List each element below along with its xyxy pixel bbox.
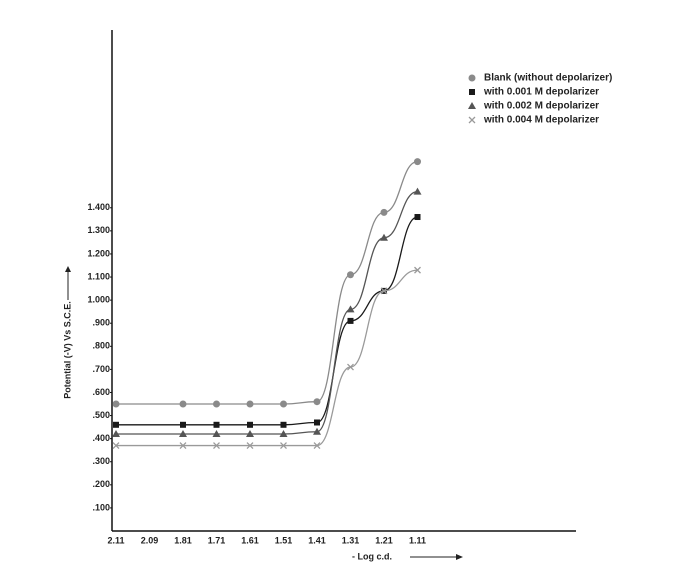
marker [246, 442, 254, 450]
legend-label: with 0.002 M depolarizer [483, 101, 599, 112]
y-axis-label: Potential (-V) Vs S.C.E. [62, 301, 72, 399]
y-tick-label: 1.300 [87, 225, 110, 235]
y-tick-label: .800 [92, 341, 110, 351]
marker [246, 430, 254, 438]
marker [280, 421, 287, 428]
marker [414, 214, 421, 221]
y-arrow-head [65, 266, 71, 272]
x-tick-label: 2.09 [141, 535, 159, 545]
x-tick-label: 1.41 [308, 535, 326, 545]
marker [113, 421, 119, 428]
y-tick-label: .900 [92, 318, 110, 328]
y-tick-label: .700 [92, 364, 110, 374]
marker [469, 89, 475, 95]
marker [246, 400, 254, 408]
x-tick-label: 2.11 [107, 535, 124, 545]
marker [247, 421, 253, 428]
x-tick-label: 1.61 [241, 535, 259, 545]
marker [414, 266, 421, 274]
marker [347, 271, 354, 279]
marker [380, 287, 388, 295]
marker [179, 430, 187, 438]
y-tick-label: .500 [92, 410, 110, 420]
marker [179, 442, 187, 450]
marker [213, 400, 220, 408]
x-tick-label: 1.11 [409, 535, 426, 545]
marker [380, 208, 388, 216]
x-tick-label: 1.81 [174, 535, 192, 545]
marker [179, 400, 187, 408]
marker [280, 400, 287, 408]
y-tick-label: .600 [92, 387, 110, 397]
marker [279, 430, 288, 438]
marker [468, 116, 476, 124]
x-axis-label: - Log c.d. [352, 551, 392, 561]
marker [112, 442, 120, 450]
x-tick-label: 1.21 [375, 535, 393, 545]
marker [180, 421, 186, 428]
x-arrow-head [456, 554, 463, 560]
legend-label: with 0.001 M depolarizer [483, 87, 599, 98]
marker [280, 442, 287, 450]
legend-label: Blank (without depolarizer) [484, 73, 612, 84]
x-tick-label: 1.31 [342, 535, 360, 545]
y-tick-label: 1.100 [87, 271, 110, 281]
series-line [115, 190, 418, 435]
marker [313, 427, 321, 435]
y-tick-label: .400 [92, 433, 110, 443]
x-tick-label: 1.71 [208, 535, 226, 545]
series-line [116, 216, 418, 426]
y-tick-label: .300 [92, 456, 110, 466]
y-tick-label: 1.400 [87, 202, 110, 212]
series-line [116, 269, 418, 447]
marker [112, 430, 120, 438]
y-tick-label: .100 [92, 502, 110, 512]
legend-label: with 0.004 M depolarizer [483, 115, 599, 126]
marker [413, 187, 422, 195]
marker [213, 442, 220, 450]
marker [346, 305, 355, 313]
marker [212, 430, 221, 438]
y-tick-label: 1.200 [87, 248, 110, 258]
marker [313, 442, 321, 450]
marker [213, 421, 220, 428]
x-tick-label: 1.51 [275, 535, 293, 545]
y-tick-label: 1.000 [87, 294, 110, 304]
marker [347, 317, 354, 324]
marker [468, 74, 476, 82]
marker [313, 398, 321, 406]
marker [314, 419, 320, 426]
marker [380, 233, 388, 241]
series-line [115, 160, 418, 405]
marker [347, 363, 354, 371]
marker [112, 400, 120, 408]
marker [414, 158, 421, 166]
y-tick-label: .200 [92, 479, 110, 489]
marker [468, 102, 476, 109]
